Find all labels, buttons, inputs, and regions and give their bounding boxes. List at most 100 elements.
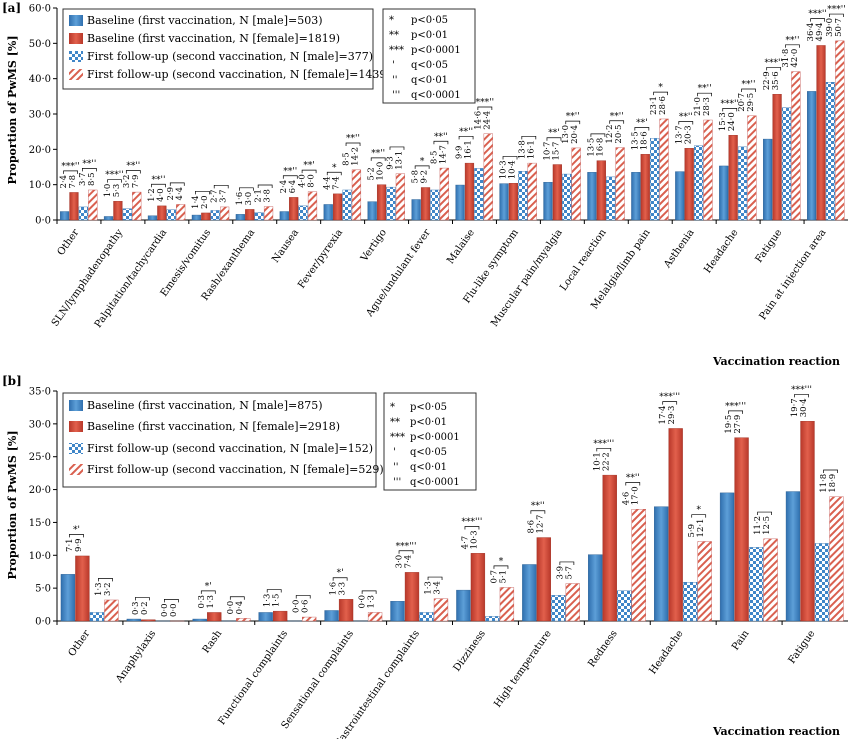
bar [527,162,537,221]
bar [433,598,449,622]
legend-b-entry-1: Baseline (first vaccination, N [male]=87… [87,399,323,412]
significance-bracket [502,156,518,160]
bar [697,541,712,622]
value-label: 30·4 [799,398,809,417]
category-label: Sensational complaints [280,628,357,731]
category-label: Other [56,227,82,258]
bar [785,491,801,622]
value-label: 0·2 [140,601,150,615]
bar [763,538,778,622]
significance-bracket [398,550,414,554]
y-tick-label: 20·0 [29,485,51,496]
significance-bracket [662,401,678,405]
significance-mark: **' [636,118,647,128]
significance-bracket [546,137,562,141]
bar [411,199,421,221]
value-label: 10·3 [469,530,479,549]
legend-b-entry-3: First follow-up (second vaccination, N [… [87,442,373,455]
bar [499,587,515,622]
value-label: 21·0 [693,97,703,116]
bar [814,543,830,622]
sig-a-sym-3: *** [389,45,404,56]
category-label: Palpitation/tachycardia [93,227,170,330]
value-label: 18·6 [639,131,649,150]
bar [166,209,176,221]
y-tick-label: 20·0 [29,145,51,156]
category-label: Headache [647,628,685,676]
y-tick-label: 15·0 [29,518,51,529]
value-label: 2·1 [254,189,264,203]
significance-bracket [757,511,772,516]
significance-mark: **'' [151,175,165,185]
bar [342,189,352,221]
value-label: 11·2 [753,516,763,535]
category-label: Redness [586,628,619,669]
value-label: 7·4 [404,555,414,569]
value-label: 8·6 [526,520,536,534]
value-label: 13·5 [630,131,640,150]
sig-a-sym-1: * [389,15,394,26]
significance-bracket [678,121,694,125]
bar [654,506,669,622]
bar [606,176,616,221]
significance-bracket [433,140,449,145]
significance-mark: ***'' [721,99,739,109]
value-label: 13·1 [394,151,404,170]
legend-b-entry-4: First follow-up (second vaccination, N [… [87,463,384,476]
bar [302,616,317,622]
bar [470,553,486,622]
significance-bracket [195,190,210,195]
bar [693,145,704,221]
value-label: 8·0 [307,174,317,188]
value-label: 4·7 [460,536,470,550]
bar [376,184,387,221]
significance-bracket [521,135,537,140]
bar [236,618,251,622]
category-label: Nausea [270,227,301,265]
significance-mark: **'' [626,473,640,483]
bar [800,421,815,622]
bar [113,201,123,221]
panel-a-label: [a] [2,1,21,15]
value-label: 12·2 [605,125,615,144]
significance-bracket [697,92,712,97]
significance-mark: ***''' [593,439,614,449]
category-label: Vertigo [358,227,389,264]
legend-a-entry-1: Baseline (first vaccination, N [male]=50… [87,14,323,27]
value-label: 3·9 [555,566,565,580]
bar [562,173,572,221]
significance-bracket [326,171,342,176]
value-label: 1·3 [424,581,434,595]
sig-b-text-2: p<0·01 [410,417,447,428]
significance-bracket [200,590,216,594]
bar [132,191,142,221]
significance-mark: ***''' [461,518,482,528]
bar [201,212,211,221]
value-label: 5·8 [411,170,421,184]
significance-bracket [63,170,78,174]
bar [617,590,632,622]
value-label: 1·3 [263,594,273,608]
bar [78,206,88,221]
bar [683,582,698,622]
legend-a-entry-3: First follow-up (second vaccination, N [… [87,50,373,63]
value-label: 12·5 [762,516,772,535]
bar [571,147,581,221]
category-label: Dizziness [452,628,488,673]
significance-bracket [609,120,625,124]
category-label: Local reaction [558,227,609,293]
bar [75,555,90,622]
bar [522,564,537,622]
significance-mark: **' [548,129,559,139]
value-label: 8·5 [342,152,352,166]
bar [829,496,844,622]
sig-b-text-5: q<0·01 [410,462,447,473]
value-label: 9·9 [455,146,465,160]
value-label: 13·7 [674,125,684,144]
bar [333,193,343,221]
value-label: 4·0 [298,174,308,188]
category-label: Other [67,628,93,659]
value-label: 42·0 [790,49,800,68]
bar [59,211,70,221]
significance-bracket [213,184,229,189]
